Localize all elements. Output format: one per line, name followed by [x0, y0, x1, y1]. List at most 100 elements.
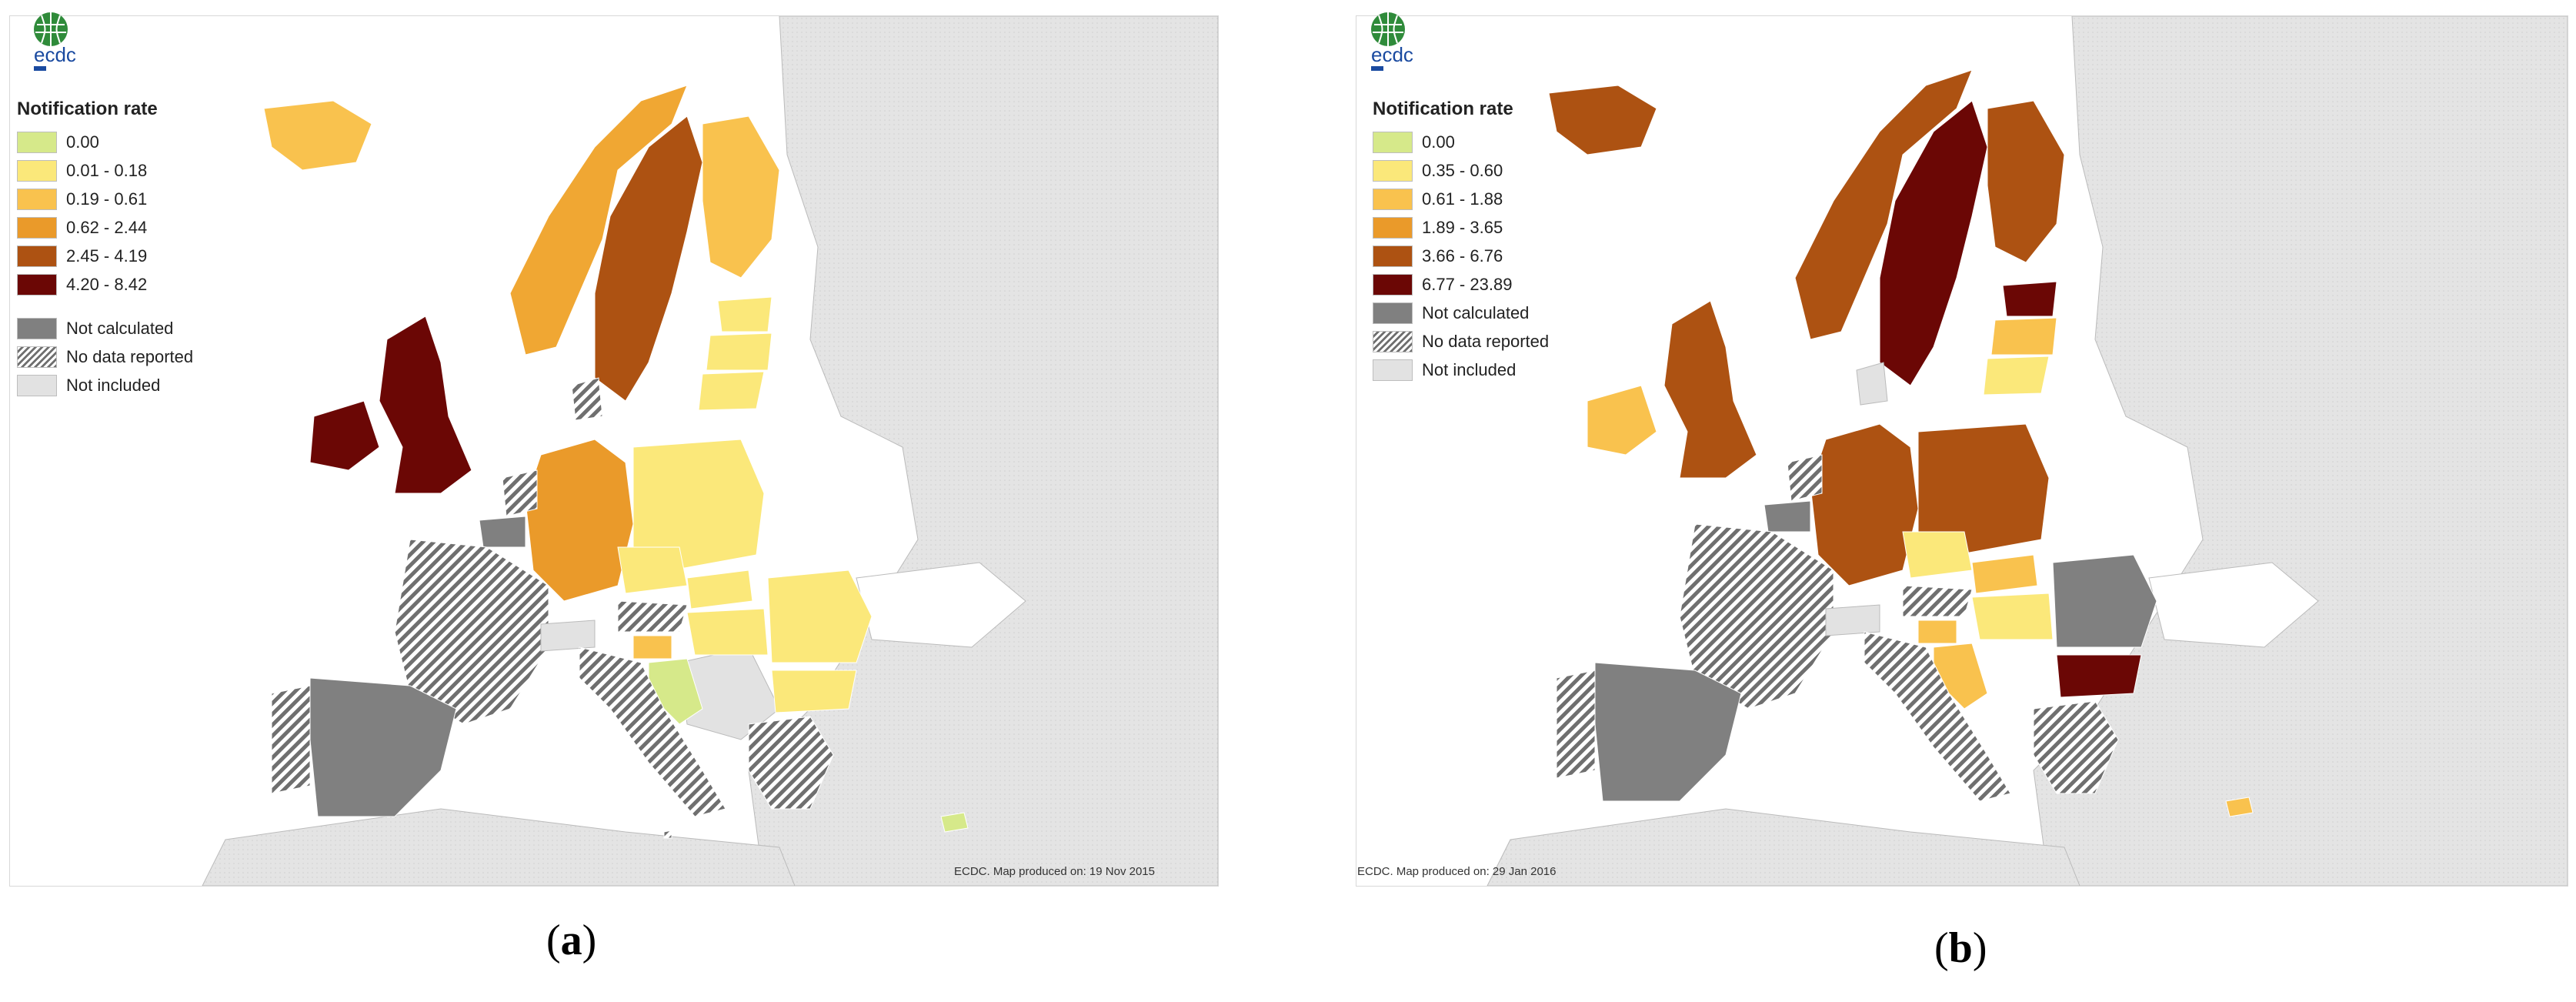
legend-label: Not included: [66, 375, 161, 395]
slovakia: [686, 569, 753, 610]
belgium: [479, 516, 526, 548]
ecdc-logo: ecdc: [1357, 6, 1426, 75]
latvia: [706, 332, 772, 371]
austria: [617, 600, 688, 633]
legend-title: Notification rate: [1373, 99, 1513, 119]
legend-label: 2.45 - 4.19: [66, 245, 148, 266]
map-frame: [1356, 15, 2568, 887]
legend-label: Not calculated: [1422, 302, 1530, 322]
map-panel-b: ecdc Notification rate 0.00 0.35 - 0.60 …: [1288, 0, 2576, 1002]
czech-republic: [617, 546, 688, 594]
caption-close: ): [1972, 924, 1987, 972]
map-frame: [9, 15, 1219, 887]
legend-item: 3.66 - 6.76: [1373, 242, 1549, 270]
legend-swatch: [17, 216, 57, 239]
legend-swatch: [1373, 159, 1413, 182]
legend-title: Notification rate: [17, 99, 158, 119]
caption-close: ): [582, 917, 597, 964]
hungary: [686, 608, 769, 656]
panel-caption: (a): [546, 916, 596, 965]
ecdc-globe-icon: ecdc: [34, 12, 76, 71]
legend-item: 2.45 - 4.19: [17, 242, 193, 270]
denmark: [571, 377, 603, 421]
not-included-land-africa: [202, 808, 796, 886]
legend-label: 6.77 - 23.89: [1422, 274, 1513, 294]
denmark: [1856, 362, 1888, 406]
legend-swatch: [1373, 245, 1413, 267]
finland: [702, 115, 780, 279]
legend-swatch: [17, 346, 57, 368]
iceland: [1548, 85, 1657, 155]
black-sea: [2148, 562, 2319, 648]
cyprus: [2225, 797, 2254, 817]
greece: [748, 716, 834, 810]
united-kingdom: [1663, 300, 1757, 479]
legend-label: 1.89 - 3.65: [1422, 217, 1503, 237]
panel-caption: (b): [1934, 924, 1987, 973]
malta: [663, 830, 672, 839]
legend-item: 0.61 - 1.88: [1373, 185, 1549, 213]
switzerland: [540, 620, 596, 652]
portugal: [271, 685, 311, 794]
legend-item: 1.89 - 3.65: [1373, 213, 1549, 242]
legend-swatch: [17, 245, 57, 267]
caption-letter: b: [1948, 924, 1973, 972]
bulgaria: [771, 670, 857, 713]
italy: [579, 646, 726, 817]
legend-item: Not calculated: [1373, 299, 1549, 327]
not-included-land-east: [2033, 16, 2568, 886]
legend-label: 0.00: [1422, 132, 1455, 152]
legend-label: 0.62 - 2.44: [66, 217, 148, 237]
legend-swatch: [17, 188, 57, 210]
lithuania: [698, 371, 765, 411]
legend-swatch: [1373, 216, 1413, 239]
austria: [1902, 585, 1973, 617]
legend-label: 4.20 - 8.42: [66, 274, 148, 294]
legend-label: 0.35 - 0.60: [1422, 160, 1503, 180]
ireland: [1587, 385, 1657, 456]
latvia: [1990, 317, 2057, 356]
legend: Notification rate 0.00 0.01 - 0.18 0.19 …: [17, 99, 193, 399]
norway: [509, 85, 688, 356]
portugal: [1556, 670, 1596, 779]
ireland: [309, 400, 380, 471]
legend-swatch: [17, 374, 57, 396]
cyprus: [940, 812, 969, 833]
legend-swatch: [1373, 302, 1413, 324]
map-credit: ECDC. Map produced on: 19 Nov 2015: [954, 865, 1155, 878]
legend-label: No data reported: [66, 346, 194, 366]
legend-swatch: [17, 159, 57, 182]
legend-swatch: [17, 273, 57, 296]
legend-swatch: [1373, 131, 1413, 153]
legend-item: 6.77 - 23.89: [1373, 270, 1549, 299]
map-credit: ECDC. Map produced on: 29 Jan 2016: [1357, 865, 1557, 878]
bulgaria: [2056, 654, 2142, 698]
germany: [525, 439, 634, 602]
legend-item: Not included: [1373, 356, 1549, 384]
legend-swatch: [17, 317, 57, 339]
slovenia: [1917, 620, 1957, 644]
switzerland: [1825, 604, 1880, 636]
france: [1679, 523, 1834, 710]
legend-label: 3.66 - 6.76: [1422, 245, 1503, 266]
spain: [1594, 662, 1742, 802]
legend-label: Not calculated: [66, 318, 174, 338]
italy: [1864, 631, 2011, 802]
iceland: [263, 100, 372, 171]
hungary: [1971, 593, 2054, 640]
legend-swatch: [1373, 273, 1413, 296]
legend-label: 0.01 - 0.18: [66, 160, 148, 180]
legend-item: 0.00: [17, 128, 193, 156]
estonia: [2002, 281, 2057, 317]
finland: [1987, 100, 2065, 263]
map-panel-a: ecdc Notification rate 0.00 0.01 - 0.18 …: [9, 6, 1219, 965]
slovakia: [1971, 554, 2038, 594]
netherlands: [502, 469, 538, 517]
romania: [2052, 554, 2157, 648]
caption-open: (: [1934, 924, 1949, 972]
svg-text:ecdc: ecdc: [34, 43, 76, 66]
legend-label: Not included: [1422, 359, 1517, 379]
ecdc-logo: ecdc: [20, 6, 89, 75]
caption-letter: a: [560, 917, 582, 964]
greece: [2033, 700, 2119, 794]
